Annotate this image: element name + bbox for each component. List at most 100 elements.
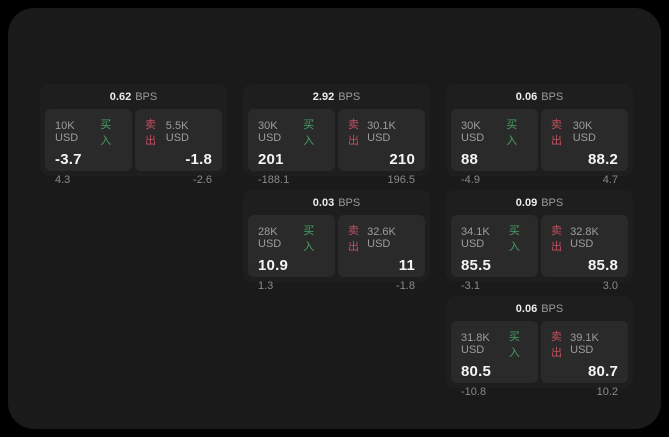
sell-price: 80.7 — [588, 363, 618, 380]
buy-price: -3.7 — [55, 151, 82, 168]
sell-size: 32.8K USD — [570, 226, 599, 250]
bps-unit-label: BPS — [338, 196, 361, 209]
sell-panel[interactable]: 卖出 32.8K USD 85.8 3.0 — [541, 215, 628, 292]
buy-panel-top: 10K USD 买入 — [55, 116, 122, 148]
bps-unit-label: BPS — [541, 90, 564, 103]
bps-header: 0.62 BPS — [45, 84, 222, 109]
buy-size: 34.1K USD — [461, 226, 490, 250]
sell-panel[interactable]: 卖出 5.5K USD -1.8 -2.6 — [135, 109, 222, 186]
buy-delta: -4.9 — [461, 174, 480, 186]
bps-value: 0.09 — [515, 196, 538, 209]
sell-size: 30.1K USD — [367, 120, 396, 144]
quote-panels: 28K USD 买入 10.9 1.3 卖出 32.6K USD 11 -1.8 — [248, 215, 425, 292]
buy-price: 201 — [258, 151, 284, 168]
buy-size: 10K USD — [55, 120, 79, 144]
bps-header: 0.06 BPS — [451, 84, 628, 109]
quote-card: 2.92 BPS 30K USD 买入 201 -188.1 卖出 30.1K … — [243, 84, 430, 186]
quote-panels: 34.1K USD 买入 85.5 -3.1 卖出 32.8K USD 85.8… — [451, 215, 628, 292]
sell-size: 39.1K USD — [570, 332, 599, 356]
buy-size: 30K USD — [258, 120, 282, 144]
buy-price: 10.9 — [258, 257, 288, 274]
buy-delta: 4.3 — [55, 174, 71, 186]
buy-panel[interactable]: 30K USD 买入 201 -188.1 — [248, 109, 335, 186]
bps-header: 2.92 BPS — [248, 84, 425, 109]
sell-panel[interactable]: 卖出 39.1K USD 80.7 10.2 — [541, 321, 628, 398]
sell-price: -1.8 — [185, 151, 212, 168]
buy-label: 买入 — [506, 119, 518, 147]
buy-label: 买入 — [303, 119, 315, 147]
quote-panels: 10K USD 买入 -3.7 4.3 卖出 5.5K USD -1.8 -2.… — [45, 109, 222, 186]
quote-card: 0.09 BPS 34.1K USD 买入 85.5 -3.1 卖出 32.8K… — [446, 190, 633, 292]
buy-delta: 1.3 — [258, 280, 274, 292]
buy-panel[interactable]: 28K USD 买入 10.9 1.3 — [248, 215, 335, 292]
sell-label: 卖出 — [551, 119, 562, 147]
sell-label: 卖出 — [551, 225, 562, 253]
sell-delta: 4.7 — [602, 174, 618, 186]
buy-label: 买入 — [508, 331, 520, 359]
sell-panel-top: 卖出 30.1K USD — [348, 116, 415, 148]
sell-delta: 10.2 — [596, 386, 618, 398]
sell-panel-top: 卖出 30K USD — [551, 116, 618, 148]
buy-delta: -10.8 — [461, 386, 487, 398]
buy-price: 80.5 — [461, 363, 491, 380]
buy-panel-top: 34.1K USD 买入 — [461, 222, 528, 254]
buy-label: 买入 — [100, 119, 112, 147]
bps-header: 0.09 BPS — [451, 190, 628, 215]
buy-label: 买入 — [508, 225, 520, 253]
sell-panel-top: 卖出 5.5K USD — [145, 116, 212, 148]
quote-card: 0.03 BPS 28K USD 买入 10.9 1.3 卖出 32.6K US… — [243, 190, 430, 292]
bps-header: 0.03 BPS — [248, 190, 425, 215]
bps-header: 0.06 BPS — [451, 296, 628, 321]
bps-unit-label: BPS — [541, 302, 564, 315]
quote-panels: 31.8K USD 买入 80.5 -10.8 卖出 39.1K USD 80.… — [451, 321, 628, 398]
sell-label: 卖出 — [348, 225, 359, 253]
bps-unit-label: BPS — [338, 90, 361, 103]
sell-panel-top: 卖出 32.8K USD — [551, 222, 618, 254]
sell-label: 卖出 — [145, 119, 156, 147]
buy-size: 30K USD — [461, 120, 485, 144]
buy-size: 28K USD — [258, 226, 282, 250]
buy-delta: -3.1 — [461, 280, 480, 292]
sell-price: 88.2 — [588, 151, 618, 168]
bps-value: 0.06 — [515, 302, 538, 315]
buy-panel-top: 30K USD 买入 — [461, 116, 528, 148]
sell-delta: -1.8 — [396, 280, 415, 292]
sell-label: 卖出 — [348, 119, 359, 147]
quote-card: 0.06 BPS 30K USD 买入 88 -4.9 卖出 30K USD — [446, 84, 633, 186]
buy-price: 88 — [461, 151, 479, 168]
bps-unit-label: BPS — [541, 196, 564, 209]
bps-unit-label: BPS — [135, 90, 158, 103]
bps-value: 0.62 — [109, 90, 132, 103]
buy-panel[interactable]: 31.8K USD 买入 80.5 -10.8 — [451, 321, 538, 398]
sell-panel-top: 卖出 32.6K USD — [348, 222, 415, 254]
quote-card: 0.62 BPS 10K USD 买入 -3.7 4.3 卖出 5.5K USD — [40, 84, 227, 186]
buy-panel[interactable]: 34.1K USD 买入 85.5 -3.1 — [451, 215, 538, 292]
bps-value: 2.92 — [312, 90, 335, 103]
quote-card-grid: 0.62 BPS 10K USD 买入 -3.7 4.3 卖出 5.5K USD — [40, 84, 633, 398]
app-window: 0.62 BPS 10K USD 买入 -3.7 4.3 卖出 5.5K USD — [8, 8, 661, 429]
quote-panels: 30K USD 买入 88 -4.9 卖出 30K USD 88.2 4.7 — [451, 109, 628, 186]
sell-panel[interactable]: 卖出 30K USD 88.2 4.7 — [541, 109, 628, 186]
sell-panel[interactable]: 卖出 30.1K USD 210 196.5 — [338, 109, 425, 186]
buy-panel[interactable]: 10K USD 买入 -3.7 4.3 — [45, 109, 132, 186]
quote-panels: 30K USD 买入 201 -188.1 卖出 30.1K USD 210 1… — [248, 109, 425, 186]
buy-panel-top: 28K USD 买入 — [258, 222, 325, 254]
buy-panel[interactable]: 30K USD 买入 88 -4.9 — [451, 109, 538, 186]
bps-value: 0.03 — [312, 196, 335, 209]
buy-panel-top: 31.8K USD 买入 — [461, 328, 528, 360]
sell-label: 卖出 — [551, 331, 562, 359]
sell-price: 85.8 — [588, 257, 618, 274]
buy-delta: -188.1 — [258, 174, 290, 186]
buy-label: 买入 — [303, 225, 315, 253]
sell-price: 11 — [398, 257, 415, 274]
sell-panel-top: 卖出 39.1K USD — [551, 328, 618, 360]
sell-delta: 3.0 — [602, 280, 618, 292]
sell-delta: 196.5 — [387, 174, 415, 186]
sell-delta: -2.6 — [193, 174, 212, 186]
sell-size: 5.5K USD — [165, 120, 190, 144]
buy-price: 85.5 — [461, 257, 491, 274]
sell-panel[interactable]: 卖出 32.6K USD 11 -1.8 — [338, 215, 425, 292]
sell-size: 30K USD — [572, 120, 596, 144]
quote-card: 0.06 BPS 31.8K USD 买入 80.5 -10.8 卖出 39.1… — [446, 296, 633, 398]
buy-panel-top: 30K USD 买入 — [258, 116, 325, 148]
